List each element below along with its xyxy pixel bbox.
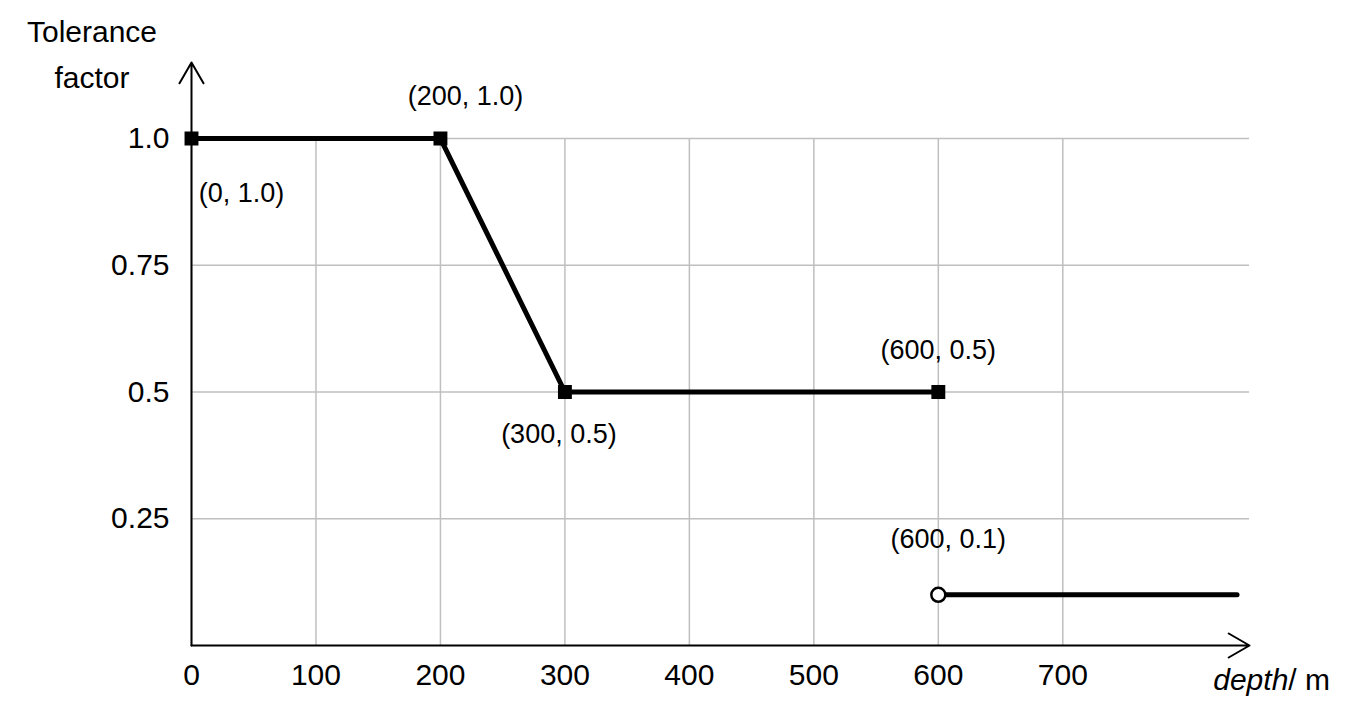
svg-text:700: 700: [1038, 658, 1088, 691]
svg-text:0.25: 0.25: [111, 501, 169, 534]
svg-text:0.5: 0.5: [128, 375, 170, 408]
svg-text:(600, 0.1): (600, 0.1): [891, 524, 1007, 554]
svg-text:600: 600: [913, 658, 963, 691]
svg-text:500: 500: [789, 658, 839, 691]
svg-text:0: 0: [183, 658, 200, 691]
svg-text:(600, 0.5): (600, 0.5): [881, 335, 997, 365]
svg-text:200: 200: [415, 658, 465, 691]
svg-text:300: 300: [540, 658, 590, 691]
svg-text:1.0: 1.0: [128, 121, 170, 154]
svg-text:(300, 0.5): (300, 0.5): [501, 419, 617, 449]
svg-text:400: 400: [664, 658, 714, 691]
svg-text:0.75: 0.75: [111, 248, 169, 281]
svg-text:(0, 1.0): (0, 1.0): [199, 178, 285, 208]
svg-text:100: 100: [291, 658, 341, 691]
svg-text:Tolerancefactor: Tolerancefactor: [27, 15, 157, 94]
svg-text:depth/ m: depth/ m: [1213, 663, 1330, 696]
svg-text:(200, 1.0): (200, 1.0): [408, 81, 524, 111]
